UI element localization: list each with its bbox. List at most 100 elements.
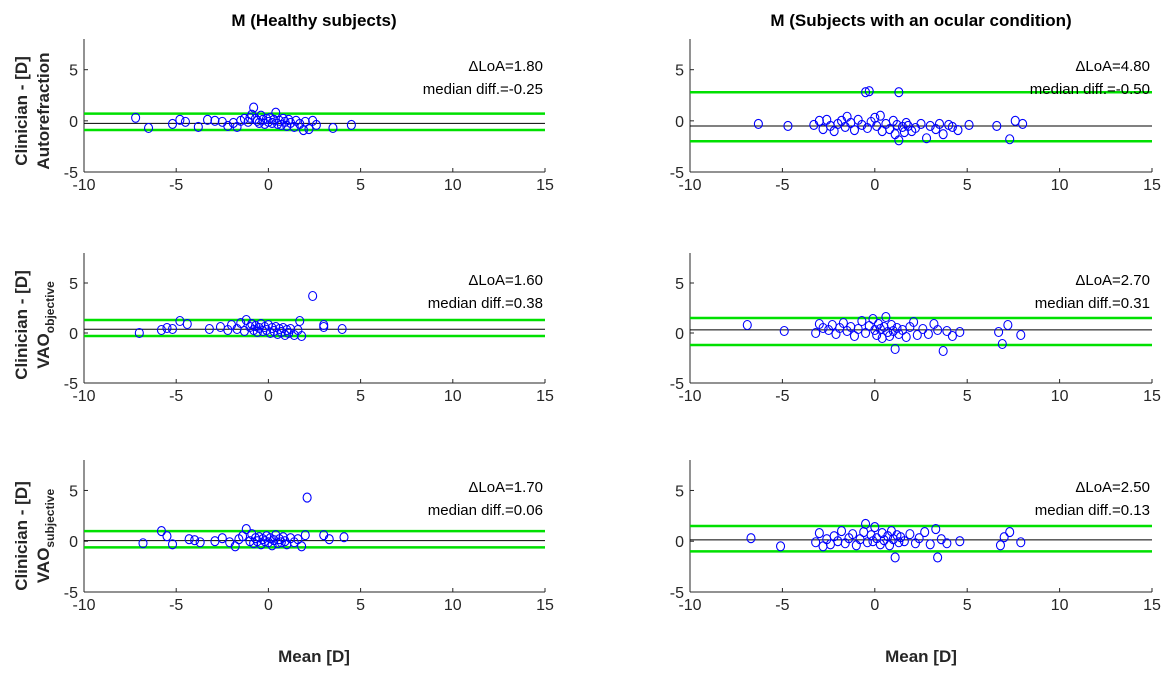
annotation-median-diff: median diff.=-0.25 [423, 81, 543, 98]
y-tick-label: 0 [69, 114, 78, 131]
x-tick-label: -10 [678, 177, 701, 194]
y-axis-label-unit: [D] [12, 56, 31, 84]
data-point [890, 343, 900, 355]
data-point [280, 536, 290, 547]
x-tick-label: -10 [72, 177, 95, 194]
data-point [942, 538, 952, 549]
annotation-median-diff: median diff.=0.06 [428, 502, 543, 519]
data-point [156, 324, 166, 336]
data-point [311, 119, 321, 130]
data-point [300, 530, 310, 541]
data-point [936, 534, 946, 545]
data-point [992, 120, 1002, 132]
data-point [840, 121, 850, 133]
data-point [289, 121, 299, 133]
x-tick-label: 15 [536, 177, 554, 194]
x-tick-label: 0 [264, 388, 273, 405]
y-axis-label-vao-objective: Clinician - [D] VAOobjective [12, 270, 57, 380]
data-point [167, 539, 178, 550]
data-point [742, 319, 752, 331]
x-tick-label: 10 [444, 597, 462, 614]
x-tick-label: -10 [678, 597, 701, 614]
y-tick-label: 0 [675, 534, 684, 551]
data-point [890, 552, 900, 563]
data-point [964, 119, 974, 130]
data-point [905, 529, 915, 540]
x-tick-label: -5 [169, 388, 183, 405]
data-point [1010, 115, 1020, 126]
data-point [811, 327, 821, 339]
annotation-median-diff: median diff.=-0.50 [1030, 81, 1150, 98]
data-point [1005, 527, 1015, 538]
x-axis-label-right: Mean [D] [885, 647, 957, 666]
data-point [925, 120, 935, 132]
data-point [746, 533, 756, 544]
data-point [337, 323, 347, 335]
annotation-delta-loa: ΔLoA=1.80 [468, 58, 543, 75]
data-point [899, 127, 909, 138]
data-point [753, 118, 763, 129]
data-point [921, 133, 932, 144]
data-point [894, 135, 904, 146]
data-point [175, 114, 185, 125]
y-tick-label: -5 [64, 165, 78, 182]
data-point [276, 537, 286, 548]
data-point [857, 119, 867, 130]
data-point [868, 313, 878, 325]
data-point [1005, 134, 1015, 145]
data-point [809, 119, 819, 130]
data-point [947, 330, 957, 342]
data-point [134, 327, 144, 339]
data-point [274, 323, 285, 335]
data-point [302, 492, 312, 503]
y-tick-label: 5 [69, 276, 78, 293]
data-point [193, 121, 203, 133]
data-point [162, 322, 172, 334]
data-point [920, 527, 930, 538]
data-point [953, 125, 963, 136]
y-tick-label: 0 [675, 114, 684, 131]
data-point [818, 322, 828, 334]
x-tick-label: 5 [356, 388, 365, 405]
y-tick-label: 0 [675, 326, 684, 343]
data-point [319, 319, 329, 331]
data-point [955, 536, 965, 547]
column-title-ocular: M (Subjects with an ocular condition) [770, 11, 1071, 30]
y-tick-label: 5 [675, 276, 684, 293]
data-point [297, 330, 307, 342]
x-tick-label: 0 [264, 177, 273, 194]
annotation-median-diff: median diff.=0.31 [1035, 295, 1150, 312]
data-point [842, 111, 852, 122]
data-point [901, 331, 911, 343]
y-tick-label: -5 [64, 376, 78, 393]
annotation-delta-loa: ΔLoA=4.80 [1075, 58, 1150, 75]
data-point [324, 534, 334, 545]
data-point [195, 537, 205, 548]
data-point [202, 114, 213, 125]
data-point [918, 323, 928, 335]
y-axis-label-line2: Autorefraction [34, 52, 53, 169]
data-point [885, 123, 895, 135]
data-point [861, 87, 871, 98]
y-tick-label: -5 [64, 585, 78, 602]
data-point [890, 129, 900, 140]
data-point [994, 326, 1004, 338]
data-point [319, 321, 329, 333]
data-point [156, 526, 166, 537]
y-tick-label: -5 [670, 585, 684, 602]
x-tick-label: 5 [356, 597, 365, 614]
x-tick-label: 15 [536, 388, 554, 405]
y-axis-label-line2: VAO [34, 548, 53, 584]
data-point [838, 317, 848, 329]
data-point [190, 535, 200, 546]
data-point [914, 533, 924, 544]
x-tick-label: -5 [775, 388, 789, 405]
x-tick-label: 10 [1051, 597, 1069, 614]
y-tick-label: -5 [670, 376, 684, 393]
data-point [182, 318, 192, 330]
y-axis-label-line1: Clinician - [12, 299, 31, 380]
y-tick-label: 5 [69, 483, 78, 500]
